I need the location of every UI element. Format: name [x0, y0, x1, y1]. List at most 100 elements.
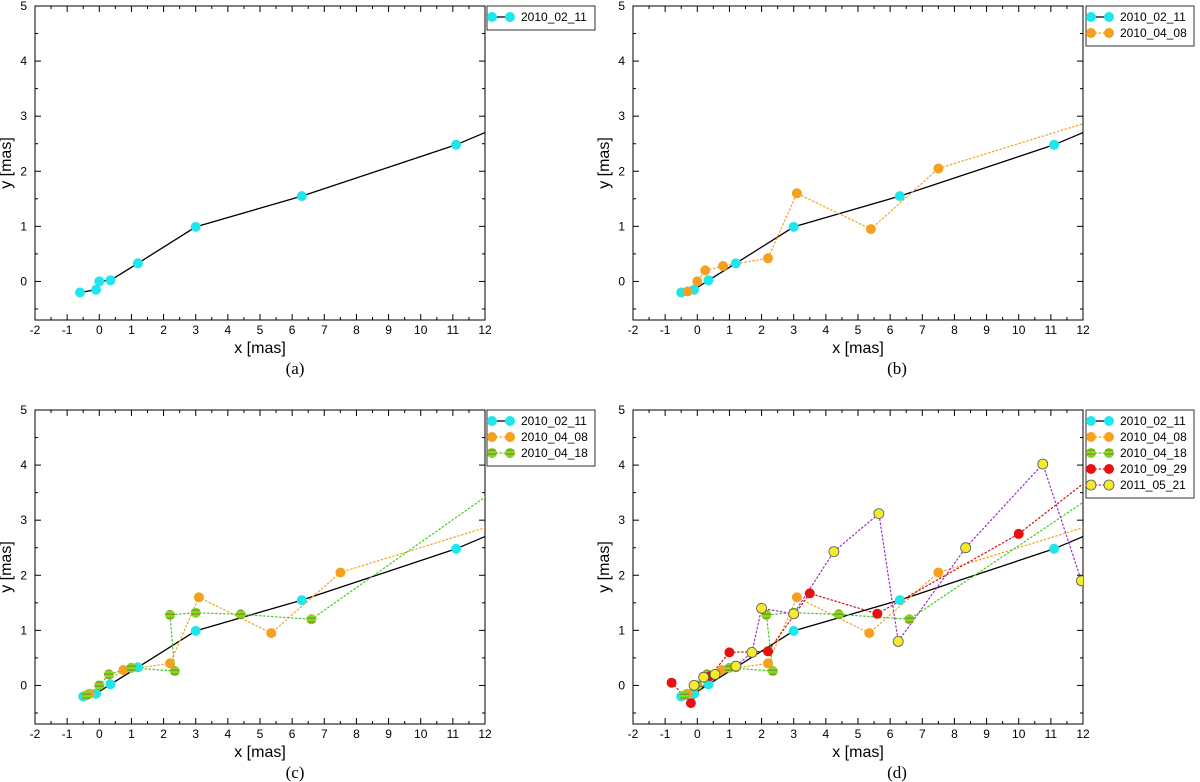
y-tick-label: 3 [618, 109, 625, 123]
legend-label-2010_02_11: 2010_02_11 [1120, 10, 1186, 24]
legend: 2010_02_11 2010_04_08 [1085, 5, 1195, 47]
data-point-2010_04_08 [763, 658, 773, 669]
data-point-2010_04_08 [933, 163, 944, 174]
data-point-2010_04_18 [103, 669, 114, 680]
plot-frame [34, 409, 486, 725]
legend-label-2010_02_11: 2010_02_11 [521, 414, 587, 428]
x-tick-label: 0 [694, 323, 701, 337]
y-tick-label: 0 [20, 274, 27, 288]
data-point-2011_05_21 [709, 669, 721, 680]
x-tick-label: 11 [447, 727, 460, 741]
data-point-2010_02_11 [94, 276, 105, 287]
x-tick-label: 2 [758, 727, 765, 741]
x-tick-label: 10 [1012, 323, 1026, 337]
x-tick-label: 8 [951, 323, 958, 337]
data-point-2010_02_11 [451, 139, 462, 150]
data-point-2010_09_29 [804, 588, 815, 599]
legend-label-2011_05_21: 2011_05_21 [1120, 478, 1186, 492]
legend: 2010_02_11 2010_04_08 2010_04_18 2010_09_29… [1085, 409, 1195, 499]
data-point-2010_04_08 [718, 261, 728, 271]
y-axis-label: y [mas] [596, 137, 613, 189]
y-tick-label: 2 [20, 568, 27, 582]
data-point-2010_04_08 [193, 592, 204, 603]
data-point-2010_04_18 [904, 614, 915, 625]
legend-marker-2010_02_11 [1104, 12, 1114, 22]
data-point-2011_05_21 [688, 680, 700, 691]
data-point-2010_02_11 [75, 287, 85, 298]
data-point-2011_05_21 [892, 636, 904, 647]
x-tick-label: 12 [478, 727, 492, 741]
legend-marker-2010_04_08 [1104, 432, 1114, 442]
data-point-2010_09_29 [666, 677, 677, 688]
data-point-2010_04_18 [94, 680, 105, 691]
x-tick-label: -2 [30, 323, 41, 337]
x-tick-label: 0 [96, 727, 103, 741]
data-point-2010_02_11 [788, 625, 799, 636]
legend-label-2010_02_11: 2010_02_11 [521, 10, 587, 24]
x-tick-label: 11 [1045, 727, 1058, 741]
data-point-2010_02_11 [703, 275, 714, 286]
x-tick-label: 4 [823, 323, 830, 337]
data-point-2010_02_11 [190, 221, 201, 232]
legend-marker-2010_02_11 [1086, 12, 1096, 22]
x-axis-label: x [mas] [234, 744, 286, 761]
data-point-2010_02_11 [451, 543, 462, 554]
data-point-2010_04_08 [865, 224, 876, 235]
x-tick-label: 1 [128, 323, 135, 337]
legend-marker-2010_04_08 [1104, 28, 1114, 38]
x-tick-label: 2 [758, 323, 765, 337]
data-point-2011_05_21 [1076, 575, 1083, 587]
series-line-2010_04_08 [686, 123, 1083, 292]
plot-area [75, 131, 485, 298]
data-point-2010_04_08 [266, 628, 277, 639]
y-axis-label: y [mas] [0, 137, 15, 189]
data-point-2010_09_29 [724, 647, 735, 658]
data-point-2010_02_11 [894, 595, 905, 606]
y-tick-label: 1 [618, 623, 625, 637]
x-tick-label: 6 [289, 727, 296, 741]
legend-marker-2010_09_29 [1104, 464, 1114, 474]
panel-caption-a: (a) [286, 359, 305, 378]
legend-label-2010_04_18: 2010_04_18 [1120, 446, 1187, 460]
x-tick-label: -2 [628, 323, 639, 337]
legend-label-2010_04_18: 2010_04_18 [521, 446, 588, 460]
legend-marker-2010_09_29 [1086, 464, 1096, 474]
y-tick-label: 1 [20, 219, 27, 233]
data-point-2010_02_11 [91, 284, 102, 295]
data-point-2010_02_11 [730, 258, 741, 269]
y-tick-label: 4 [618, 54, 625, 68]
x-axis-label: x [mas] [234, 340, 286, 357]
data-point-2010_04_08 [165, 658, 175, 669]
y-tick-label: 3 [20, 513, 27, 527]
legend-marker-2010_04_08 [1086, 28, 1096, 38]
y-tick-label: 3 [618, 513, 625, 527]
data-point-2010_04_08 [864, 628, 875, 639]
x-tick-label: 1 [726, 727, 733, 741]
data-point-2010_04_18 [235, 609, 246, 620]
data-point-2011_05_21 [873, 508, 885, 519]
y-tick-label: 0 [20, 678, 27, 692]
data-point-2011_05_21 [788, 608, 800, 620]
x-tick-label: 7 [321, 323, 328, 337]
y-tick-label: 5 [618, 0, 625, 13]
x-tick-label: 7 [919, 727, 926, 741]
data-point-2010_09_29 [872, 608, 883, 619]
legend-marker-2010_04_18 [505, 448, 515, 458]
x-tick-label: 5 [855, 323, 862, 337]
data-point-2010_04_18 [767, 666, 778, 677]
panel-caption-c: (c) [286, 763, 305, 782]
legend-marker-2010_04_08 [487, 432, 497, 442]
data-point-2010_04_18 [190, 607, 201, 618]
data-point-2010_02_11 [105, 275, 116, 286]
legend-label-2010_02_11: 2010_02_11 [1120, 414, 1186, 428]
x-tick-label: -2 [628, 727, 639, 741]
legend-label-2010_04_08: 2010_04_08 [521, 430, 588, 444]
series-line-2010_02_11 [681, 131, 1083, 294]
x-tick-label: 5 [855, 727, 862, 741]
data-point-2010_09_29 [685, 698, 696, 709]
data-point-2011_05_21 [1037, 458, 1049, 470]
x-tick-label: 1 [726, 323, 733, 337]
